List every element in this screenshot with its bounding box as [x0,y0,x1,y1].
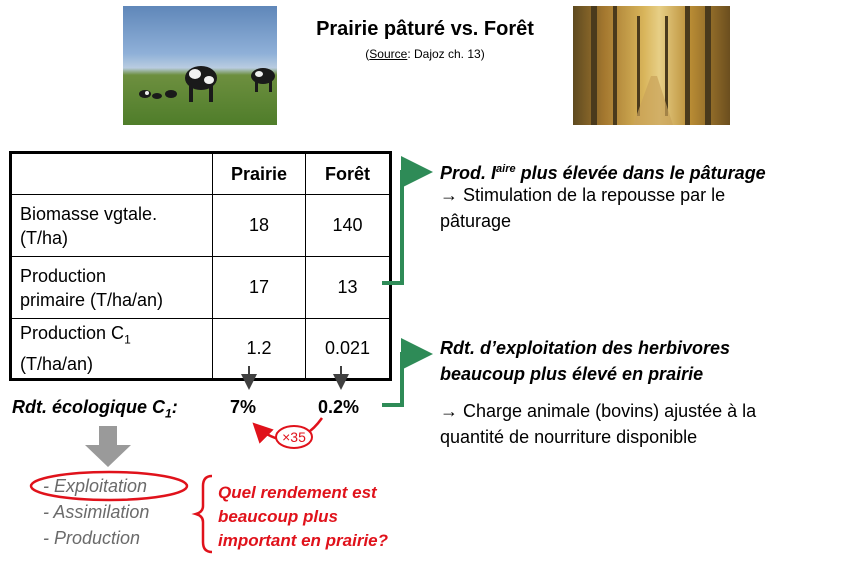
source-text: : Dajoz ch. 13 [407,47,481,61]
green-arrow-1 [382,156,433,285]
rendement-foret: 0.2% [318,397,360,417]
rendement-label: Rdt. écologique C1: [12,397,178,421]
cell-prairie: 18 [212,194,306,257]
cell-foret: 13 [305,256,391,319]
cell-prairie: 1.2 [212,318,306,380]
table-header-row: Prairie Forêt [10,152,391,195]
exploitation-ellipse [29,470,189,502]
list-item-exploitation: - Exploitation [43,476,148,496]
list-item-assimilation: - Assimilation [43,502,150,522]
note2-body: → Charge animale (bovins) ajustée à la qu… [440,401,757,447]
table-row: Biomasse vgtale. (T/ha) 18 140 [10,194,391,257]
source-label: Source [369,47,408,61]
table-row: Production C1 (T/ha/an) 1.2 0.021 [10,318,391,380]
table-header-prairie: Prairie [212,152,306,195]
table-header-empty [10,152,213,195]
table-row: Production primaire (T/ha/an) 17 13 [10,256,391,319]
note2-title: Rdt. d’exploitation des herbivores beauco… [440,338,731,384]
red-brace [191,474,213,554]
question-text: Quel rendement est beaucoup plus important… [218,483,389,550]
page-title: Prairie pâturé vs. Forêt [316,18,534,40]
rendement-prairie: 7% [230,397,257,417]
pasture-cows-photo [123,6,277,125]
note1-body: → Stimulation de la repousse par le pâtur… [440,185,726,231]
ratio-label: ×35 [282,429,306,445]
forest-photo [573,6,730,125]
list-item-production: - Production [43,528,141,548]
table-header-foret: Forêt [305,152,391,195]
row-label-biomasse: Biomasse vgtale. (T/ha) [10,194,213,257]
ratio-ellipse [275,425,313,449]
comparison-table: Prairie Forêt Biomasse vgtale. (T/ha) 18 … [9,151,392,381]
source-citation: (Source: Dajoz ch. 13) [365,47,485,61]
row-label-production-c1: Production C1 (T/ha/an) [10,318,213,380]
note1-title: Prod. Iaire plus élevée dans le pâturage [440,163,766,183]
gray-down-arrow [85,426,131,467]
green-arrow-2 [382,338,433,407]
row-label-production-primaire: Production primaire (T/ha/an) [10,256,213,319]
cell-foret: 140 [305,194,391,257]
